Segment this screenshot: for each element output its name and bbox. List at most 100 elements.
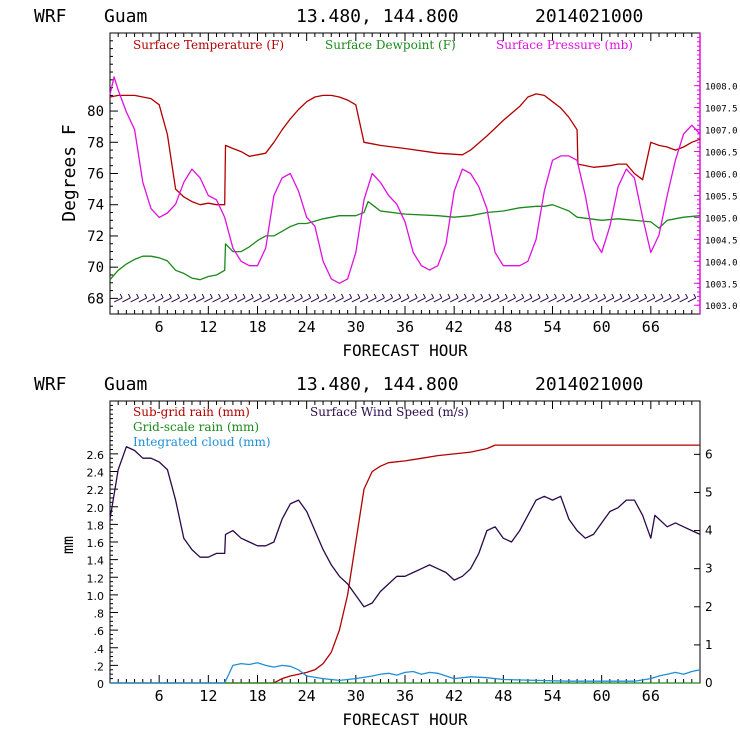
panel2-xtick-label: 30 xyxy=(347,687,365,705)
panel2-ytick-label: 2.6 xyxy=(87,449,105,462)
panel1-xtick-label: 12 xyxy=(199,318,217,336)
panel1-ytick-label: 68 xyxy=(87,291,104,307)
panel2-ytick-label: 2.2 xyxy=(87,484,105,497)
wind-barb xyxy=(540,293,549,303)
panel2-series-surface-wind-speed-m-s xyxy=(109,446,701,608)
wind-barb xyxy=(138,293,148,303)
legend-integrated-cloud: Integrated cloud (mm) xyxy=(133,435,271,449)
panel2-xtick-label: 6 xyxy=(155,687,164,705)
wind-barb xyxy=(499,293,508,303)
wind-barb xyxy=(302,293,312,303)
wind-barb xyxy=(507,293,516,303)
legend-surface-pressure: Surface Pressure (mb) xyxy=(496,38,633,52)
wind-barb xyxy=(277,293,287,303)
wind-barb xyxy=(482,293,492,303)
wind-barb xyxy=(228,293,238,303)
wind-barb xyxy=(613,293,623,303)
panel1-xtick-label: 6 xyxy=(155,318,164,336)
panel1-xtick-label: 18 xyxy=(248,318,266,336)
panel2-y2tick-label: 0 xyxy=(705,676,713,690)
panel2-header: WRF Guam 13.480, 144.800 2014021000 xyxy=(34,374,643,395)
panel2-y2tick-label: 1 xyxy=(705,638,713,652)
panel2-xlabel: FORECAST HOUR xyxy=(342,710,468,729)
legend-wind-speed: Surface Wind Speed (m/s) xyxy=(310,405,469,419)
panel2-xtick-label: 18 xyxy=(248,687,266,705)
panel2-chart: 6 12 18 24 30 36 42 48 54 60 660.2.4.6.81.01.21.41… xyxy=(59,400,713,729)
panel1-model: WRF xyxy=(34,6,67,27)
panel1-y2tick-label: 1003.0 xyxy=(705,302,738,312)
panel2-ytick-label: 2.0 xyxy=(87,502,105,515)
panel1-xtick-label: 60 xyxy=(593,318,611,336)
panel1-ytick-label: 70 xyxy=(87,260,104,276)
panel1-series-surface-dewpoint-f xyxy=(109,200,701,281)
wind-barb xyxy=(564,293,574,303)
panel2-y2tick-label: 3 xyxy=(705,562,713,576)
panel1-xtick-label: 30 xyxy=(347,318,365,336)
panel1-chart: 6 12 18 24 30 36 42 48 54 60 66 68 70 72 74 76 78 80 1003.… xyxy=(59,32,738,360)
wind-barb xyxy=(662,293,672,303)
panel2-ytick-label: 1.2 xyxy=(87,572,105,585)
panel2-series xyxy=(109,444,701,684)
wind-barb xyxy=(130,293,140,303)
wind-barb xyxy=(474,293,484,303)
panel2-model: WRF xyxy=(34,374,67,395)
panel2-ytick-label: .2 xyxy=(94,660,105,673)
panel2-xtick-label: 24 xyxy=(298,687,316,705)
wind-barb xyxy=(589,293,598,303)
panel2-ytick-label: 1.0 xyxy=(87,590,105,603)
panel1-ytick-label: 80 xyxy=(87,104,104,120)
panel1-y2tick-label: 1004.0 xyxy=(705,258,738,268)
wind-barb xyxy=(441,293,451,303)
wind-barb xyxy=(646,293,656,303)
panel2-y2tick-label: 5 xyxy=(705,485,713,499)
panel2-location: Guam xyxy=(104,374,147,395)
wind-barb xyxy=(556,293,566,303)
wind-barb xyxy=(187,293,197,303)
panel2-ylabel: mm xyxy=(59,536,77,554)
panel2-ytick-label: 0 xyxy=(97,678,104,691)
panel1-y2tick-label: 1003.5 xyxy=(705,280,738,290)
panel2-coords: 13.480, 144.800 xyxy=(296,374,459,395)
panel2-series-sub-grid-rain-mm xyxy=(110,444,700,684)
panel1-ytick-label: 76 xyxy=(87,167,104,183)
wind-barb xyxy=(425,293,435,303)
wind-barb xyxy=(195,293,205,303)
wind-barb xyxy=(327,293,336,303)
panel2-ytick-label: 1.8 xyxy=(87,519,105,532)
panel1-y2tick-label: 1006.5 xyxy=(705,149,738,159)
wind-barb xyxy=(269,293,279,303)
wind-barb xyxy=(458,293,467,303)
wind-barb xyxy=(392,293,402,303)
wind-barb xyxy=(654,293,664,303)
wind-barb xyxy=(408,293,418,303)
wind-barb xyxy=(572,293,582,303)
wind-barb xyxy=(400,293,410,303)
panel1-xlabel: FORECAST HOUR xyxy=(342,341,468,360)
wind-barb xyxy=(384,293,394,303)
panel1-xtick-label: 54 xyxy=(543,318,561,336)
panel1-location: Guam xyxy=(104,6,147,27)
panel1-y2tick-label: 1007.5 xyxy=(705,105,738,115)
panel2-y2tick-label: 4 xyxy=(705,524,713,538)
panel2-ytick-label: .8 xyxy=(94,608,105,621)
panel1-ytick-label: 72 xyxy=(87,229,104,245)
panel1-y2tick-label: 1006.0 xyxy=(705,171,738,181)
wind-barb xyxy=(286,293,295,303)
wind-barb xyxy=(294,293,303,303)
panel1-y2tick-label: 1008.0 xyxy=(705,83,738,93)
wind-barb xyxy=(359,293,369,303)
panel1-header: WRF Guam 13.480, 144.800 2014021000 xyxy=(34,6,643,27)
wind-barb xyxy=(548,293,557,303)
panel2-ytick-label: 1.6 xyxy=(87,537,105,550)
wind-barb xyxy=(163,293,172,303)
panel2-series-integrated-cloud-mm xyxy=(110,662,701,684)
panel2-xtick-label: 48 xyxy=(494,687,512,705)
wind-barb xyxy=(220,293,230,303)
panel1-series-surface-temperature-f xyxy=(109,93,701,206)
panel2-ytick-label: 1.4 xyxy=(87,555,105,568)
wind-barb xyxy=(376,293,385,303)
wind-barb xyxy=(179,293,189,303)
panel1-series xyxy=(109,76,701,303)
panel1-coords: 13.480, 144.800 xyxy=(296,6,459,27)
